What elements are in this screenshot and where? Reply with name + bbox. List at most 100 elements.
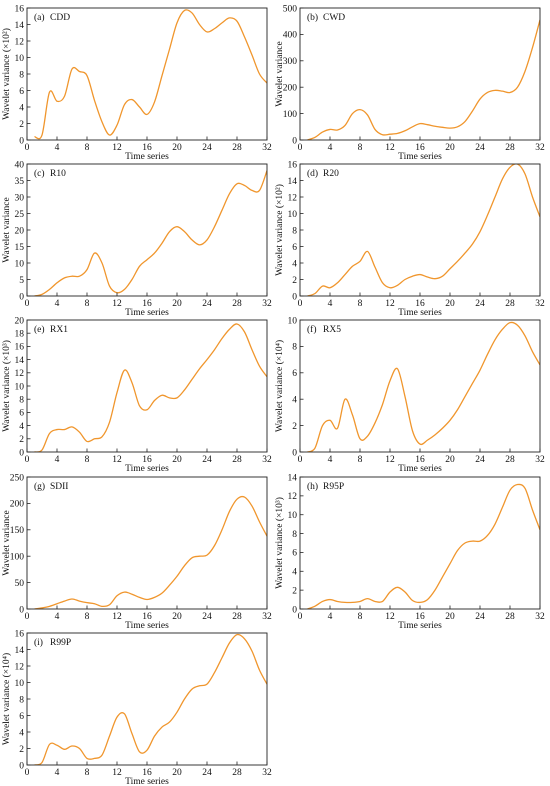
y-tick-label: 10 bbox=[288, 316, 298, 326]
x-tick-label: 0 bbox=[298, 299, 303, 309]
x-tick-label: 12 bbox=[385, 612, 395, 622]
y-axis-label: Wavelet variance bbox=[2, 510, 12, 575]
x-tick-label: 24 bbox=[475, 143, 485, 153]
y-tick-label: 4 bbox=[19, 422, 24, 432]
series-line bbox=[307, 321, 540, 452]
y-tick-label: 40 bbox=[15, 160, 25, 170]
x-axis-label: Time series bbox=[125, 308, 169, 318]
plot-frame bbox=[26, 7, 268, 141]
y-tick-label: 12 bbox=[15, 369, 25, 379]
x-tick-label: 8 bbox=[85, 455, 90, 465]
x-tick-label: 8 bbox=[85, 768, 90, 778]
y-tick-label: 8 bbox=[19, 70, 24, 80]
y-tick-label: 500 bbox=[283, 4, 298, 14]
x-tick-label: 8 bbox=[358, 455, 363, 465]
x-tick-label: 24 bbox=[202, 768, 212, 778]
x-tick-label: 28 bbox=[232, 143, 242, 153]
x-tick-label: 4 bbox=[328, 455, 333, 465]
x-tick-label: 4 bbox=[55, 768, 60, 778]
y-tick-label: 10 bbox=[15, 54, 25, 64]
y-axis-label: Wavelet variance (×10²) bbox=[1, 28, 12, 120]
x-tick-label: 12 bbox=[112, 612, 122, 622]
x-tick-label: 28 bbox=[505, 143, 515, 153]
y-tick-label: 0 bbox=[19, 292, 24, 302]
y-tick-label: 300 bbox=[283, 57, 298, 67]
y-tick-label: 4 bbox=[292, 568, 297, 578]
x-tick-label: 32 bbox=[262, 455, 272, 465]
x-tick-label: 28 bbox=[232, 768, 242, 778]
x-tick-label: 8 bbox=[358, 143, 363, 153]
chart-panel-3: 0 4 8 12 16 20 24 28 32 0 5 10 15 20 25 30 35 40 (c) R10 Tim… bbox=[2, 160, 272, 318]
y-axis-label: Wavelet variance (×10⁴) bbox=[1, 653, 12, 745]
x-tick-label: 20 bbox=[445, 612, 455, 622]
series-line bbox=[34, 323, 267, 452]
x-tick-label: 24 bbox=[475, 299, 485, 309]
x-tick-label: 0 bbox=[298, 612, 303, 622]
y-tick-label: 6 bbox=[292, 549, 297, 559]
y-axis-label: Wavelet variance (×10²) bbox=[274, 184, 285, 276]
y-tick-label: 8 bbox=[19, 695, 24, 705]
x-tick-label: 24 bbox=[475, 455, 485, 465]
y-tick-label: 6 bbox=[292, 369, 297, 379]
x-tick-label: 20 bbox=[172, 455, 182, 465]
x-tick-label: 4 bbox=[328, 612, 333, 622]
x-tick-label: 16 bbox=[415, 455, 425, 465]
y-tick-label: 2 bbox=[292, 276, 297, 286]
y-tick-label: 10 bbox=[288, 511, 298, 521]
y-tick-label: 6 bbox=[19, 87, 24, 97]
y-tick-label: 8 bbox=[292, 343, 297, 353]
plot-frame bbox=[26, 476, 268, 610]
x-tick-label: 20 bbox=[445, 299, 455, 309]
x-tick-label: 16 bbox=[415, 299, 425, 309]
x-tick-label: 24 bbox=[202, 455, 212, 465]
x-tick-label: 28 bbox=[505, 612, 515, 622]
plot-frame bbox=[26, 319, 268, 453]
chart-title: SDII bbox=[50, 482, 68, 492]
x-tick-label: 20 bbox=[172, 612, 182, 622]
y-tick-label: 150 bbox=[10, 526, 25, 536]
plot-frame bbox=[299, 476, 541, 610]
y-tick-label: 5 bbox=[19, 276, 24, 286]
y-tick-label: 0 bbox=[292, 605, 297, 615]
x-tick-label: 0 bbox=[298, 455, 303, 465]
x-tick-label: 16 bbox=[415, 143, 425, 153]
series-line bbox=[307, 483, 540, 609]
x-tick-label: 28 bbox=[505, 299, 515, 309]
y-tick-label: 16 bbox=[15, 4, 25, 14]
x-axis-label: Time series bbox=[125, 621, 169, 631]
x-tick-label: 28 bbox=[232, 299, 242, 309]
y-tick-label: 20 bbox=[15, 226, 25, 236]
y-tick-label: 100 bbox=[283, 110, 298, 120]
y-tick-label: 2 bbox=[19, 435, 24, 445]
y-tick-label: 6 bbox=[19, 712, 24, 722]
x-tick-label: 32 bbox=[535, 299, 545, 309]
series-line bbox=[307, 19, 540, 140]
x-tick-label: 32 bbox=[262, 143, 272, 153]
x-tick-label: 28 bbox=[232, 612, 242, 622]
chart-title: CDD bbox=[50, 13, 70, 23]
x-axis-label: Time series bbox=[125, 777, 169, 786]
y-tick-label: 14 bbox=[15, 646, 25, 656]
y-tick-label: 4 bbox=[292, 396, 297, 406]
x-tick-label: 32 bbox=[262, 768, 272, 778]
y-tick-label: 0 bbox=[19, 448, 24, 458]
chart-title: CWD bbox=[323, 13, 345, 23]
y-tick-label: 0 bbox=[292, 136, 297, 146]
y-axis-label: Wavelet variance (×10³) bbox=[274, 497, 285, 589]
x-tick-label: 32 bbox=[262, 612, 272, 622]
x-tick-label: 4 bbox=[328, 299, 333, 309]
x-axis-label: Time series bbox=[125, 464, 169, 474]
y-tick-label: 4 bbox=[19, 103, 24, 113]
y-tick-label: 200 bbox=[283, 84, 298, 94]
y-tick-label: 14 bbox=[15, 356, 25, 366]
x-tick-label: 20 bbox=[172, 299, 182, 309]
y-tick-label: 0 bbox=[19, 605, 24, 615]
x-tick-label: 0 bbox=[25, 612, 30, 622]
x-tick-label: 20 bbox=[445, 455, 455, 465]
y-tick-label: 14 bbox=[288, 473, 298, 483]
y-tick-label: 8 bbox=[292, 226, 297, 236]
x-tick-label: 12 bbox=[112, 299, 122, 309]
